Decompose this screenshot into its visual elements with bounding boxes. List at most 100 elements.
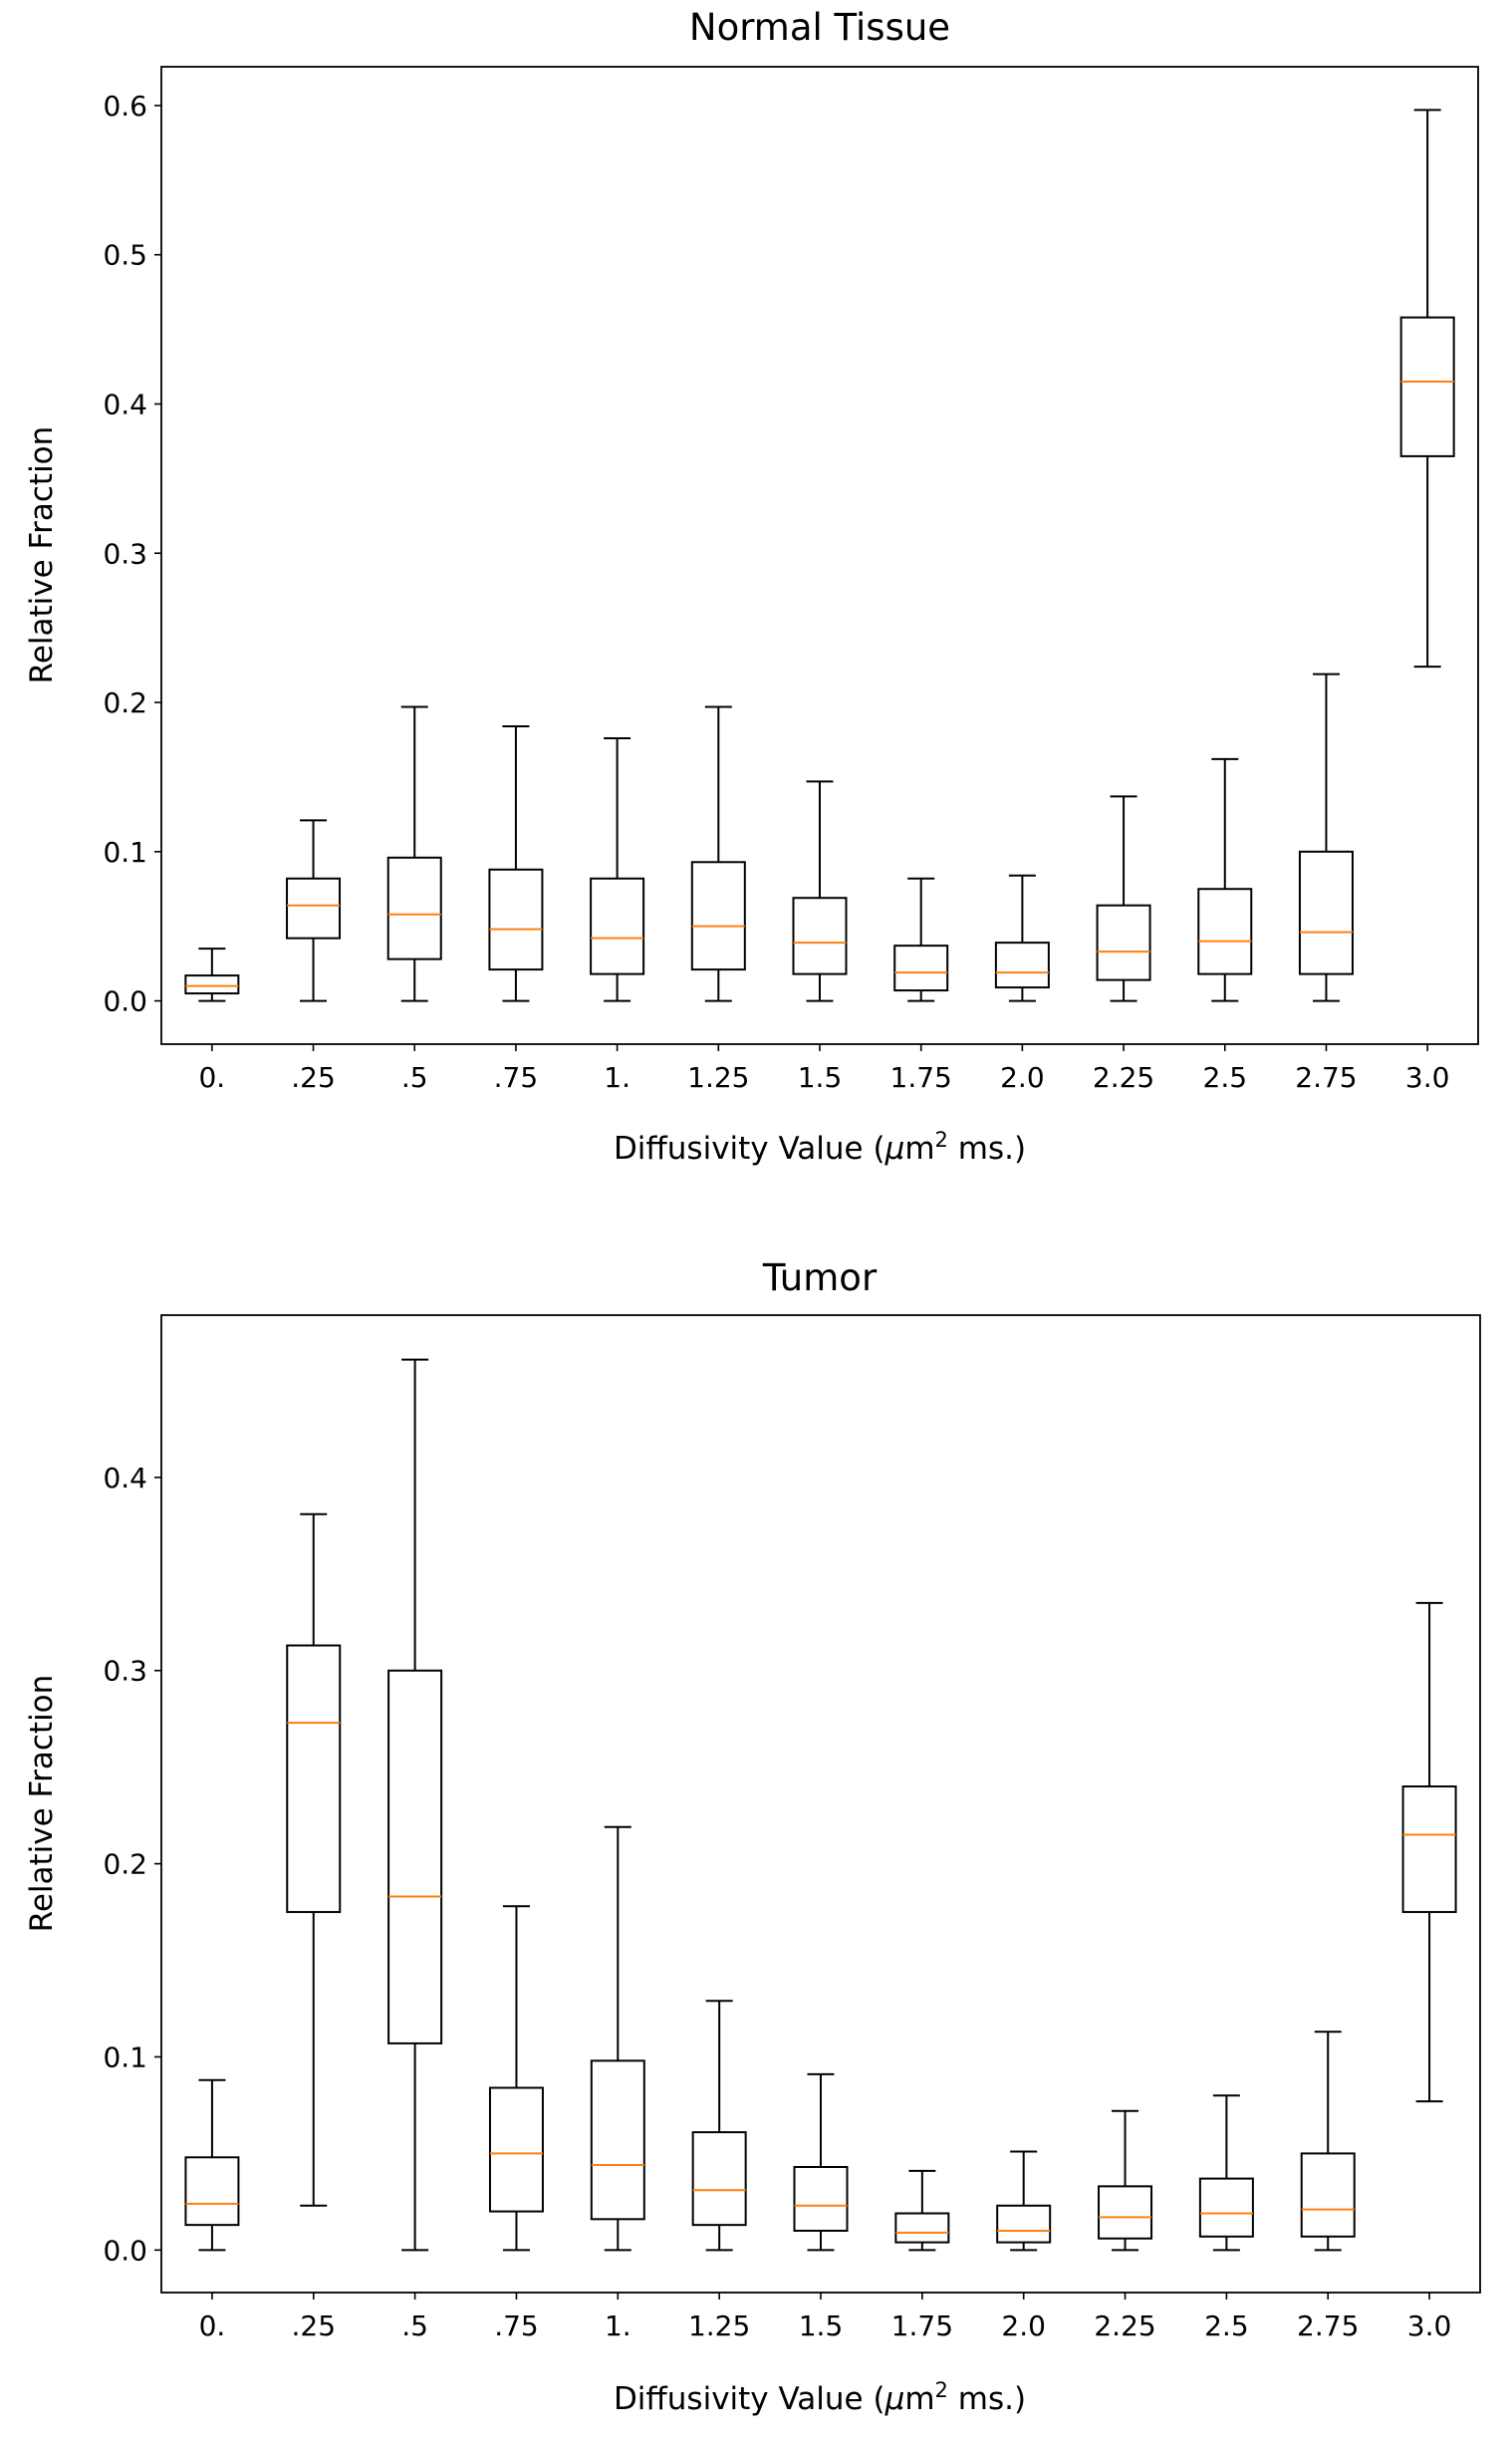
x-tick-label: 3.0 bbox=[1405, 1061, 1450, 1094]
box-plot-.75 bbox=[488, 1905, 544, 2252]
x-tick-label: 1.5 bbox=[799, 2309, 844, 2342]
plot-frame bbox=[160, 1314, 1481, 2294]
x-tick-label: 1.25 bbox=[687, 1061, 749, 1094]
y-tick-label: 0.4 bbox=[103, 1462, 147, 1494]
box-plot-1.5 bbox=[792, 780, 848, 1002]
box bbox=[1399, 316, 1455, 457]
x-tick-label: 0. bbox=[199, 2309, 226, 2342]
y-tick-label: 0.1 bbox=[103, 2040, 147, 2073]
x-tick-label: 2.25 bbox=[1093, 1061, 1154, 1094]
box-plot-2.25 bbox=[1096, 795, 1151, 1002]
box bbox=[894, 2212, 950, 2244]
box bbox=[1401, 1785, 1457, 1914]
box bbox=[1096, 904, 1151, 981]
box bbox=[793, 2165, 849, 2232]
x-tick-label: 2.0 bbox=[1000, 1061, 1045, 1094]
box-plot-2.0 bbox=[996, 2150, 1052, 2252]
y-axis-label: Relative Fraction bbox=[24, 426, 60, 684]
box-plot-3.0 bbox=[1401, 1601, 1457, 2103]
x-tick-label: 2.75 bbox=[1295, 1061, 1357, 1094]
box bbox=[1098, 2185, 1153, 2240]
normal-tissue-chart: Normal Tissue Relative Fraction Diffusiv… bbox=[24, 6, 1479, 1167]
box-plot-1.25 bbox=[691, 2000, 747, 2252]
x-label-post: ms.) bbox=[948, 2381, 1026, 2417]
x-tick-label: .5 bbox=[401, 1061, 428, 1094]
y-tick-label: 0.0 bbox=[103, 2234, 147, 2267]
x-tick-label: .75 bbox=[494, 1061, 539, 1094]
box bbox=[590, 2059, 645, 2221]
box-plot-2.5 bbox=[1197, 757, 1253, 1002]
x-label-sup: 2 bbox=[935, 2378, 948, 2402]
box-plot-.25 bbox=[286, 1512, 342, 2207]
x-label-mu: μ bbox=[884, 1131, 905, 1167]
x-tick-label: 1.5 bbox=[798, 1061, 843, 1094]
y-tick-label: 0.1 bbox=[103, 836, 147, 869]
box bbox=[691, 2131, 747, 2227]
box-plot-1.5 bbox=[793, 2072, 849, 2252]
box bbox=[1198, 2177, 1254, 2238]
x-tick-label: 1. bbox=[604, 1061, 630, 1094]
x-label-m: m bbox=[904, 2381, 934, 2417]
box-plot-.25 bbox=[286, 819, 342, 1002]
box-plot-0. bbox=[184, 948, 240, 1002]
box bbox=[893, 945, 949, 992]
box bbox=[286, 1644, 342, 1914]
x-label-mu: μ bbox=[884, 2381, 905, 2417]
x-tick-label: .25 bbox=[291, 1061, 336, 1094]
box-plot-1. bbox=[590, 1825, 645, 2252]
x-tick-label: 1.75 bbox=[890, 1061, 952, 1094]
y-tick-label: 0.3 bbox=[103, 537, 147, 570]
box-plot-.5 bbox=[386, 705, 442, 1002]
x-label-pre: Diffusivity Value ( bbox=[614, 2381, 885, 2417]
box bbox=[387, 1669, 443, 2044]
x-tick-label: .5 bbox=[401, 2309, 428, 2342]
x-tick-label: 2.25 bbox=[1094, 2309, 1155, 2342]
y-tick-label: 0.2 bbox=[103, 686, 147, 719]
chart-title: Normal Tissue bbox=[689, 6, 950, 49]
y-tick-label: 0.3 bbox=[103, 1655, 147, 1688]
box bbox=[792, 897, 848, 975]
y-tick-label: 0.0 bbox=[103, 985, 147, 1018]
box bbox=[286, 877, 342, 940]
x-label-pre: Diffusivity Value ( bbox=[614, 1131, 885, 1167]
x-tick-label: .25 bbox=[292, 2309, 337, 2342]
x-tick-label: 1. bbox=[605, 2309, 631, 2342]
x-label-post: ms.) bbox=[948, 1131, 1026, 1167]
box-plot-2.25 bbox=[1098, 2109, 1153, 2252]
x-label-m: m bbox=[904, 1131, 934, 1167]
box-plot-1.75 bbox=[894, 2169, 950, 2252]
box-plot-0. bbox=[184, 2078, 240, 2252]
box-plot-2.5 bbox=[1198, 2094, 1254, 2252]
x-tick-label: 2.0 bbox=[1001, 2309, 1046, 2342]
y-tick-label: 0.5 bbox=[103, 239, 147, 272]
box bbox=[1298, 850, 1354, 975]
box-plot-.75 bbox=[488, 724, 544, 1002]
x-tick-label: .75 bbox=[494, 2309, 539, 2342]
x-label-sup: 2 bbox=[935, 1128, 948, 1152]
y-tick-label: 0.6 bbox=[103, 90, 147, 123]
box bbox=[184, 974, 240, 995]
box bbox=[590, 877, 645, 975]
x-tick-label: 2.5 bbox=[1204, 2309, 1249, 2342]
box-plot-3.0 bbox=[1399, 109, 1455, 669]
box-plot-.5 bbox=[387, 1358, 443, 2252]
box bbox=[690, 861, 746, 971]
box bbox=[488, 2086, 544, 2213]
box bbox=[996, 2204, 1052, 2244]
y-tick-label: 0.4 bbox=[103, 388, 147, 420]
box-plot-2.0 bbox=[994, 874, 1050, 1002]
box bbox=[488, 868, 544, 971]
tumor-chart: Tumor Relative Fraction Diffusivity Valu… bbox=[24, 1256, 1481, 2417]
x-axis-label: Diffusivity Value (μm2 ms.) bbox=[614, 2378, 1026, 2417]
y-axis-label: Relative Fraction bbox=[24, 1675, 60, 1933]
x-tick-label: 3.0 bbox=[1407, 2309, 1452, 2342]
box-plot-1.25 bbox=[690, 705, 746, 1002]
box bbox=[184, 2156, 240, 2227]
y-tick-label: 0.2 bbox=[103, 1848, 147, 1881]
box bbox=[1197, 888, 1253, 975]
plot-frame bbox=[160, 66, 1479, 1045]
x-tick-label: 0. bbox=[198, 1061, 225, 1094]
box-plot-1. bbox=[590, 736, 645, 1002]
box-plot-1.75 bbox=[893, 877, 949, 1002]
